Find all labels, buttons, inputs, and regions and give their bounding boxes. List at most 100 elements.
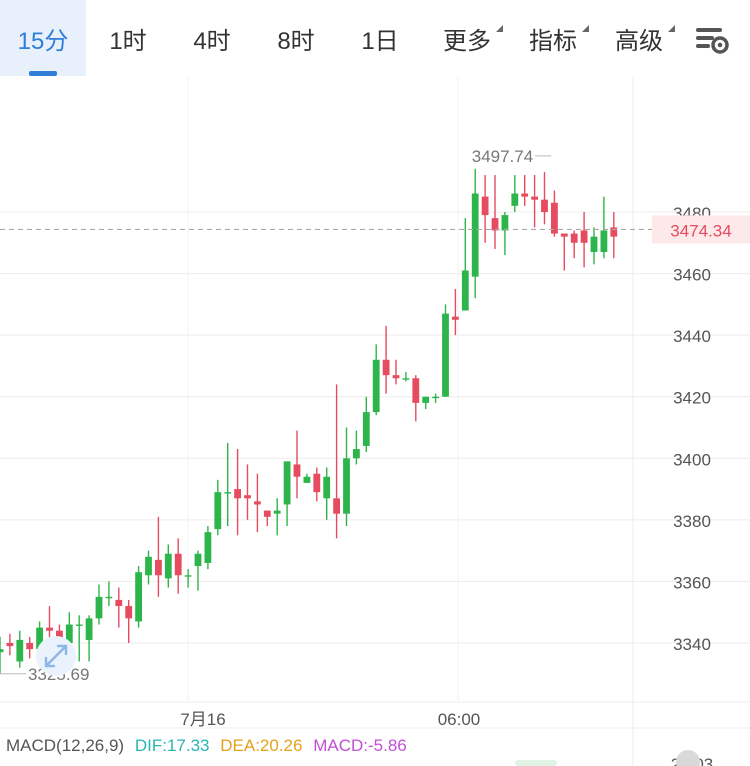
current-price-label: 3474.34 [670, 221, 731, 240]
candle-body [6, 643, 14, 647]
y-tick-label: 3460 [673, 266, 711, 285]
candle-body [442, 313, 449, 397]
candle-body [481, 196, 489, 216]
tab-label: 1日 [361, 27, 399, 55]
dropdown-triangle-icon [496, 24, 503, 32]
candle-body [135, 572, 142, 622]
candle-body [402, 378, 410, 380]
candle-body [531, 196, 538, 200]
tab-7[interactable]: 高级 [596, 0, 682, 76]
candle-body [194, 553, 202, 567]
candle-body [610, 227, 618, 237]
candle-body [254, 501, 261, 505]
high-price-label: 3497.74 [472, 147, 533, 166]
tab-label: 8时 [277, 27, 315, 55]
candle-body [164, 553, 172, 579]
candle-body [560, 233, 568, 237]
candle-body [95, 596, 103, 619]
y-tick-label: 3420 [673, 389, 711, 408]
candles [0, 168, 618, 674]
candle-body [293, 464, 301, 477]
y-tick-label: 3400 [673, 450, 711, 469]
candle-body [422, 396, 430, 403]
expand-icon [36, 636, 76, 676]
y-tick-label: 3380 [673, 512, 711, 531]
timeframe-tabs: 15分 1时 4时 8时 1日 更多 指标 高级 [0, 0, 750, 76]
x-tick-label: 7月16 [180, 710, 225, 729]
candle-body [521, 193, 529, 197]
candle-body [382, 359, 390, 376]
candle-body [283, 461, 291, 505]
candle-body [323, 476, 331, 499]
candle-body [145, 556, 152, 576]
tab-label: 1时 [109, 27, 147, 55]
active-tab-indicator [29, 71, 57, 76]
tab-3[interactable]: 8时 [254, 0, 338, 76]
candle-body [372, 359, 380, 413]
tab-2[interactable]: 4时 [170, 0, 254, 76]
candle-body [580, 230, 588, 243]
y-tick-label: 3440 [673, 327, 711, 346]
candle-body [412, 378, 420, 403]
candle-body [105, 596, 113, 599]
y-tick-label: 3360 [673, 573, 711, 592]
candle-body [392, 375, 400, 379]
candle-body [362, 412, 370, 446]
candle-body [0, 649, 4, 653]
candle-body [26, 643, 34, 650]
candle-body [551, 202, 558, 234]
candle-body [85, 618, 93, 640]
candle-body [224, 492, 232, 494]
candle-body [16, 639, 24, 662]
candle-body [570, 233, 578, 243]
candle-body [511, 193, 519, 206]
tab-1[interactable]: 1时 [86, 0, 170, 76]
dropdown-triangle-icon [668, 24, 675, 32]
tab-0[interactable]: 15分 [0, 0, 86, 76]
macd-dea: DEA:20.26 [220, 736, 303, 755]
candle-body [263, 510, 271, 517]
candle-body [461, 270, 469, 311]
current-price-badge [652, 215, 750, 244]
candle-body [343, 458, 350, 514]
candle-body [432, 396, 439, 399]
candle-body [471, 193, 479, 277]
candle-body [452, 316, 459, 320]
candle-body [65, 624, 73, 643]
tab-label: 4时 [193, 27, 231, 55]
macd-label: MACD(12,26,9) [6, 736, 125, 755]
dropdown-triangle-icon [582, 24, 589, 32]
macd-value: MACD:-5.86 [313, 736, 407, 755]
candle-body [174, 553, 182, 576]
candle-body [184, 575, 192, 577]
chart-settings-icon[interactable] [690, 22, 734, 56]
candle-body [273, 510, 281, 514]
macd-bar [515, 760, 557, 766]
candle-body [353, 449, 360, 459]
candle-body [155, 559, 162, 576]
macd-badge-icon [676, 750, 700, 766]
candle-body [125, 606, 133, 619]
candle-body [541, 199, 548, 212]
candle-body [590, 236, 598, 253]
y-tick-label: 3340 [673, 635, 711, 654]
candle-body [234, 489, 241, 499]
price-grid [0, 76, 750, 766]
candle-body [115, 599, 123, 607]
candle-body [333, 498, 340, 514]
tab-4[interactable]: 1日 [338, 0, 422, 76]
candle-body [75, 624, 83, 626]
candle-body [600, 230, 608, 253]
tab-label: 15分 [17, 27, 69, 55]
candle-body [501, 215, 509, 231]
candle-body [46, 627, 53, 631]
tab-6[interactable]: 指标 [510, 0, 596, 76]
candle-body [214, 492, 222, 530]
tab-label: 高级 [615, 21, 675, 56]
candle-body [244, 495, 251, 499]
tab-label: 更多 [443, 21, 503, 56]
candle-body [303, 476, 311, 483]
tab-5[interactable]: 更多 [424, 0, 510, 76]
macd-dif: DIF:17.33 [134, 736, 210, 755]
